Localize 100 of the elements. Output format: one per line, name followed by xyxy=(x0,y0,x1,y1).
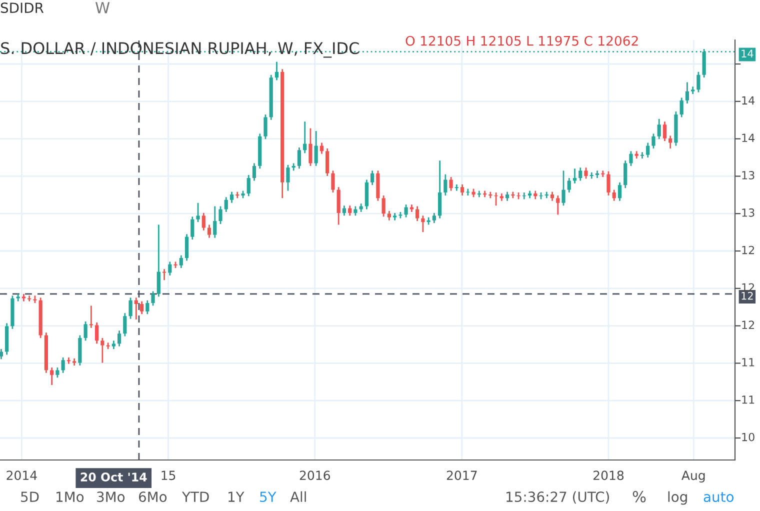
candlestick xyxy=(303,120,307,154)
text: 12 xyxy=(742,292,753,300)
text: 10 xyxy=(742,432,754,442)
text: 5D xyxy=(21,492,39,502)
candlestick xyxy=(61,356,65,374)
candlestick xyxy=(202,212,206,232)
candlestick xyxy=(387,210,391,222)
candlestick xyxy=(224,196,228,213)
candlestick xyxy=(314,130,318,167)
candlestick xyxy=(0,348,4,360)
candlestick xyxy=(213,206,217,239)
text: W xyxy=(96,2,110,14)
candlestick xyxy=(151,290,155,306)
x-tick-label: 15 xyxy=(162,470,176,480)
candlestick xyxy=(184,233,189,262)
text: 12 xyxy=(742,246,754,254)
candlestick xyxy=(264,114,268,140)
candlestick xyxy=(562,170,566,206)
candlestick xyxy=(156,224,160,298)
candlestick xyxy=(190,216,194,240)
candlestick xyxy=(348,204,352,216)
candlestick xyxy=(140,300,144,315)
candlestick xyxy=(286,164,290,192)
candlestick xyxy=(56,366,60,378)
text: 11 xyxy=(742,358,754,366)
x-tick-label: 2017 xyxy=(446,470,477,480)
candlestick xyxy=(218,206,222,225)
candlestick xyxy=(230,191,234,204)
text: SDIDR xyxy=(0,2,44,14)
candlestick xyxy=(336,186,340,226)
candlestick xyxy=(696,71,700,94)
x-tick-label: Aug xyxy=(682,470,705,483)
candlestick xyxy=(438,160,442,220)
text: 6Mo xyxy=(138,492,167,502)
candlestick xyxy=(421,214,425,233)
candlestick xyxy=(505,191,510,202)
candlestick xyxy=(640,151,644,160)
candlestick xyxy=(28,294,32,302)
candlestick xyxy=(550,191,554,202)
candlestick xyxy=(33,294,37,304)
candlestick xyxy=(100,337,104,364)
candlestick xyxy=(354,206,358,216)
candlestick xyxy=(196,202,200,223)
candlestick xyxy=(246,174,250,197)
text: 15:36:27 (UTC) xyxy=(506,491,609,504)
candlestick xyxy=(123,312,127,337)
candlestick xyxy=(146,300,150,315)
candlestick xyxy=(578,166,582,182)
candlestick xyxy=(618,182,622,202)
candlestick xyxy=(50,366,54,386)
candlestick xyxy=(179,254,183,269)
candlestick xyxy=(584,166,588,180)
candlestick xyxy=(342,204,346,216)
candlestick xyxy=(444,174,448,196)
candlestick xyxy=(556,194,560,216)
candlestick xyxy=(370,170,374,186)
text: YTD xyxy=(182,492,209,502)
candlestick xyxy=(66,356,70,365)
text: log xyxy=(668,491,687,505)
text: 3Mo xyxy=(97,492,125,502)
candlestick xyxy=(117,330,122,348)
candlestick xyxy=(274,61,279,81)
candlestick xyxy=(297,146,302,170)
candlestick xyxy=(624,160,628,189)
candlestick xyxy=(572,168,577,184)
candlestick xyxy=(415,206,420,222)
candlestick xyxy=(364,179,369,210)
text: 14 xyxy=(742,50,754,58)
candlestick xyxy=(404,204,408,218)
candlestick xyxy=(612,189,616,202)
text: auto xyxy=(704,492,734,502)
text: 13 xyxy=(742,171,754,180)
text: O 12105 H 12105 L 11975 C 12062 xyxy=(406,36,638,46)
candlestick xyxy=(162,268,166,281)
candlestick xyxy=(207,224,212,239)
candlestick xyxy=(398,211,402,220)
text: 12 xyxy=(742,283,754,292)
candlestick xyxy=(94,322,99,344)
candlestick xyxy=(252,162,256,182)
x-tick-label: 2018 xyxy=(593,470,624,480)
text: 11 xyxy=(742,396,754,404)
candlestick xyxy=(606,170,610,196)
candlestick xyxy=(567,177,571,194)
candlestick xyxy=(652,132,656,150)
x-tick-label: 2016 xyxy=(300,470,330,480)
candlestick xyxy=(646,142,650,158)
candlestick xyxy=(460,184,464,196)
candlestick xyxy=(629,150,633,167)
candlestick xyxy=(331,170,335,194)
candlestick xyxy=(134,296,138,320)
text: 14 xyxy=(742,134,755,142)
text: 1Mo xyxy=(56,492,84,502)
candlestick xyxy=(449,176,453,192)
candlestick xyxy=(89,305,93,329)
candlestick xyxy=(326,148,330,177)
candlestick xyxy=(84,320,88,342)
candlestick xyxy=(168,260,172,276)
ref-line-label: 20 Oct '14 xyxy=(80,472,147,482)
candlestick xyxy=(308,128,312,167)
candlestick xyxy=(454,184,458,192)
